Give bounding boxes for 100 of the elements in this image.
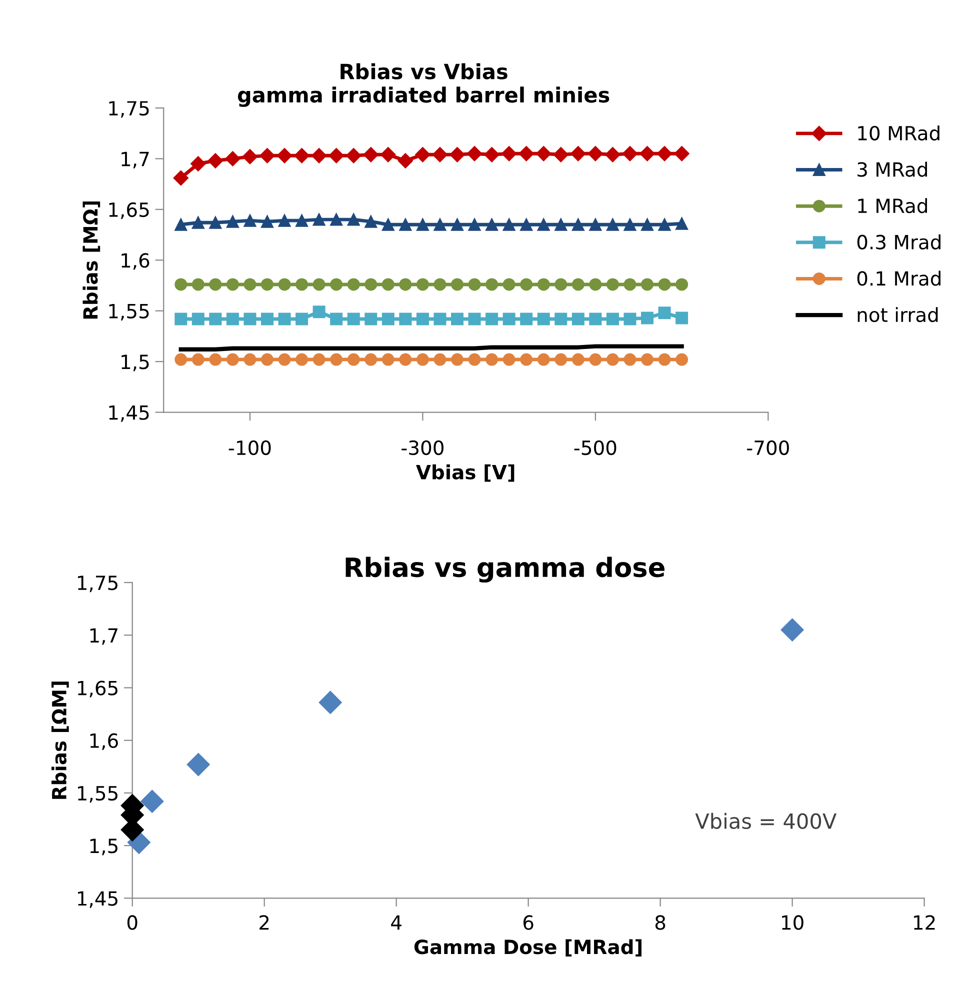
point (244, 278, 256, 291)
y-axis-title: Rbias [MΩ] (82, 201, 100, 319)
x-tick-label: -700 (747, 440, 789, 456)
legend-label: 0.3 Mrad (857, 234, 940, 250)
point (399, 353, 412, 366)
point (676, 217, 688, 230)
point (140, 790, 164, 813)
point (640, 146, 655, 162)
point (399, 278, 412, 291)
point (588, 146, 603, 162)
y-tick-label: 1,55 (109, 304, 149, 320)
point (364, 278, 378, 291)
point (520, 312, 533, 326)
point (674, 146, 690, 162)
point (450, 147, 465, 162)
x-tick-label: -100 (228, 440, 271, 456)
point (208, 153, 223, 168)
point (380, 147, 396, 162)
point (605, 147, 620, 162)
chart-title: Rbias vs gamma dose (346, 556, 664, 583)
point (278, 312, 291, 326)
point (328, 148, 344, 164)
point (347, 213, 360, 226)
point (554, 278, 568, 291)
legend-label: 3 MRad (858, 162, 927, 177)
point (622, 146, 638, 162)
point (553, 147, 568, 162)
point (278, 353, 291, 366)
point (589, 353, 602, 366)
point (209, 216, 222, 229)
x-tick-label: -500 (574, 440, 616, 456)
point (364, 215, 378, 228)
point (296, 353, 308, 366)
point (174, 353, 188, 366)
point (416, 278, 429, 291)
point (434, 278, 446, 291)
point (296, 214, 308, 227)
point (554, 312, 568, 326)
point (570, 146, 586, 162)
y-tick-label: 1,65 (78, 680, 118, 698)
y-tick-label: 1,75 (109, 101, 149, 118)
point (226, 353, 239, 366)
point (468, 218, 481, 231)
point (676, 278, 688, 291)
point (450, 278, 464, 291)
point (624, 278, 636, 291)
y-tick-label: 1,75 (78, 576, 118, 592)
point (226, 312, 239, 326)
point (641, 218, 654, 231)
x-tick-label: -300 (402, 440, 444, 456)
point (502, 312, 516, 326)
point (294, 148, 310, 164)
point (330, 353, 343, 366)
point (382, 218, 394, 231)
point (572, 353, 584, 366)
chart-title: Rbias vs Vbias gamma irradiated barrel minies (238, 63, 610, 107)
point (554, 218, 568, 231)
y-tick-label: 1,5 (90, 838, 118, 856)
point (658, 353, 671, 366)
point (382, 312, 394, 326)
point (468, 312, 481, 326)
y-tick-label: 1,6 (122, 253, 150, 270)
y-tick-label: 1,55 (78, 786, 118, 803)
point (484, 147, 500, 162)
point (174, 218, 188, 231)
point (468, 353, 481, 366)
y-tick-label: 1,5 (122, 354, 149, 372)
point (676, 312, 688, 324)
point (432, 147, 448, 162)
point (624, 353, 636, 366)
point (260, 353, 274, 366)
point (260, 278, 274, 291)
point (536, 146, 552, 162)
y-tick-label: 1,7 (90, 628, 118, 645)
point (486, 312, 498, 326)
legend-label: 1 MRad (858, 198, 927, 214)
point (658, 278, 671, 291)
point (641, 312, 654, 324)
point (589, 218, 602, 231)
point (589, 312, 602, 326)
point (416, 218, 429, 231)
point (502, 353, 516, 366)
point (398, 153, 413, 168)
x-axis-title: Vbias [V] (416, 464, 514, 482)
point (641, 353, 654, 366)
point (606, 353, 619, 366)
point (502, 218, 516, 231)
point (382, 278, 394, 291)
point (330, 213, 343, 226)
point (572, 312, 584, 326)
point (190, 156, 206, 172)
point (624, 218, 636, 231)
point (192, 312, 204, 326)
point (468, 278, 481, 291)
x-tick-label: 10 (782, 915, 804, 930)
point (347, 312, 360, 326)
point (312, 213, 326, 226)
point (520, 278, 533, 291)
y-tick-label: 1,45 (78, 891, 118, 908)
point (501, 146, 517, 162)
